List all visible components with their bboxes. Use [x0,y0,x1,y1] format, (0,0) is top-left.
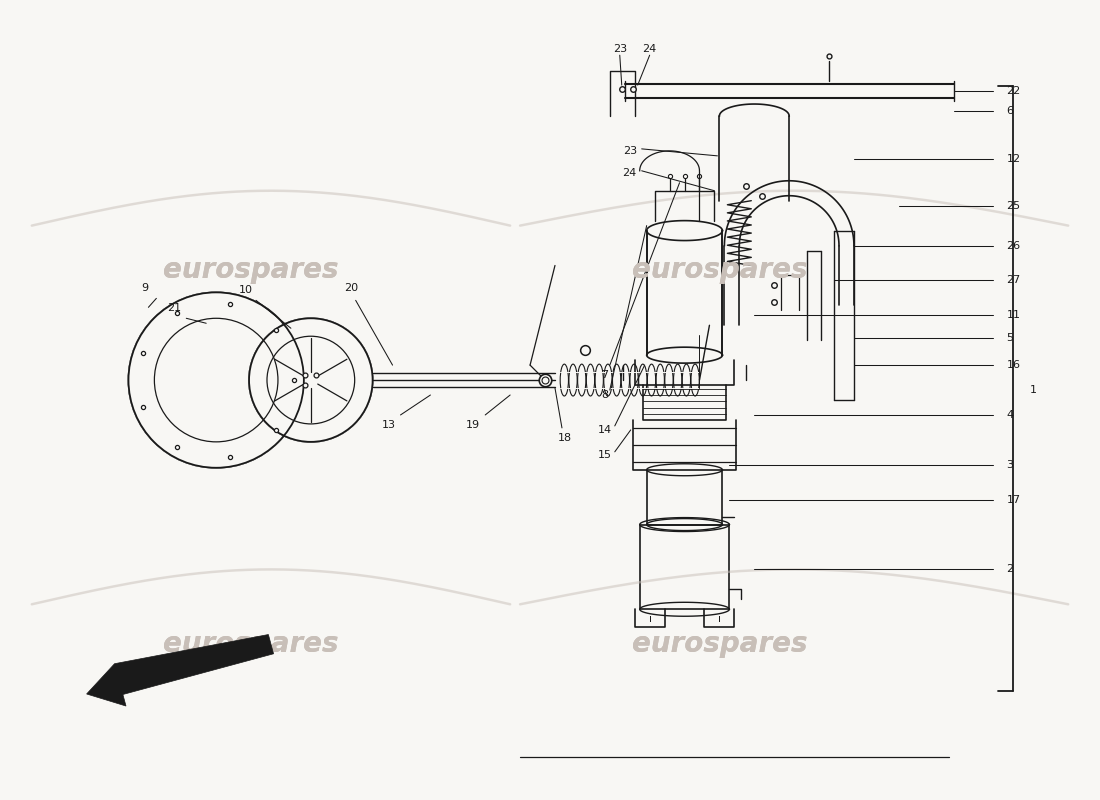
Text: 10: 10 [239,286,253,295]
Text: 20: 20 [343,283,358,294]
Bar [647,230,723,355]
Text: 18: 18 [558,433,572,443]
Text: 22: 22 [1006,86,1021,96]
Text: 25: 25 [1006,201,1021,210]
Text: 15: 15 [597,450,612,460]
Text: 24: 24 [642,44,657,54]
Text: 23: 23 [623,146,637,156]
Text: 21: 21 [167,303,182,314]
Text: 24: 24 [623,168,637,178]
Text: 16: 16 [1006,360,1021,370]
Text: 26: 26 [1006,241,1021,250]
Text: 2: 2 [1006,565,1013,574]
Text: eurospares: eurospares [163,257,339,285]
Text: eurospares: eurospares [631,257,807,285]
Text: 6: 6 [1006,106,1013,116]
Text: 19: 19 [466,420,481,430]
Text: 8: 8 [602,390,608,400]
Text: 5: 5 [1006,334,1013,343]
Text: 23: 23 [613,44,627,54]
Text: 14: 14 [597,425,612,435]
Text: eurospares: eurospares [163,630,339,658]
Text: eurospares: eurospares [163,257,339,285]
Text: 3: 3 [1006,460,1013,470]
Text: 7: 7 [602,370,608,380]
Text: 27: 27 [1006,275,1021,286]
Text: eurospares: eurospares [631,630,807,658]
Bar [640,525,729,610]
Text: 1: 1 [1030,385,1037,395]
Text: eurospares: eurospares [631,257,807,285]
Polygon shape [87,634,274,706]
Text: 13: 13 [382,420,396,430]
Circle shape [129,292,304,468]
Circle shape [249,318,373,442]
Text: 12: 12 [1006,154,1021,164]
Text: eurospares: eurospares [631,630,807,658]
Text: 4: 4 [1006,410,1013,420]
Text: eurospares: eurospares [163,630,339,658]
Text: 11: 11 [1006,310,1021,320]
Text: 9: 9 [141,283,149,294]
Text: 17: 17 [1006,494,1021,505]
